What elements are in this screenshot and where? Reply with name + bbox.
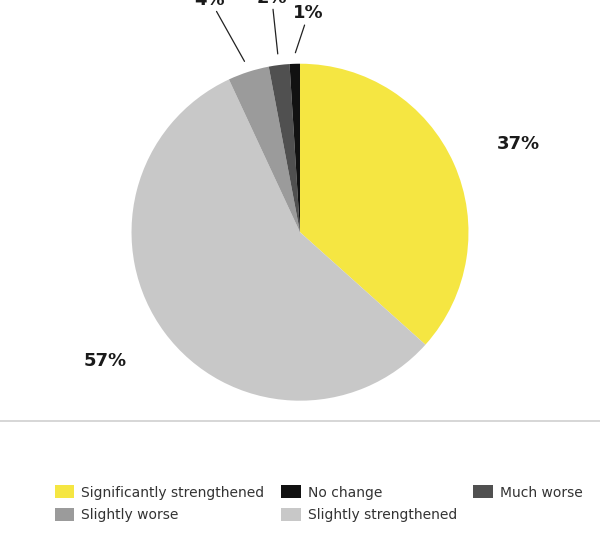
Text: 4%: 4%	[194, 0, 245, 62]
Wedge shape	[229, 66, 300, 232]
Text: 57%: 57%	[83, 352, 127, 369]
Legend: Significantly strengthened, Slightly worse, No change, Slightly strengthened, Mu: Significantly strengthened, Slightly wor…	[55, 485, 583, 522]
Wedge shape	[300, 64, 469, 345]
Text: 2%: 2%	[256, 0, 287, 54]
Wedge shape	[131, 79, 425, 401]
Text: 37%: 37%	[497, 136, 540, 153]
Wedge shape	[290, 64, 300, 232]
Text: 1%: 1%	[293, 4, 324, 53]
Wedge shape	[269, 64, 300, 232]
